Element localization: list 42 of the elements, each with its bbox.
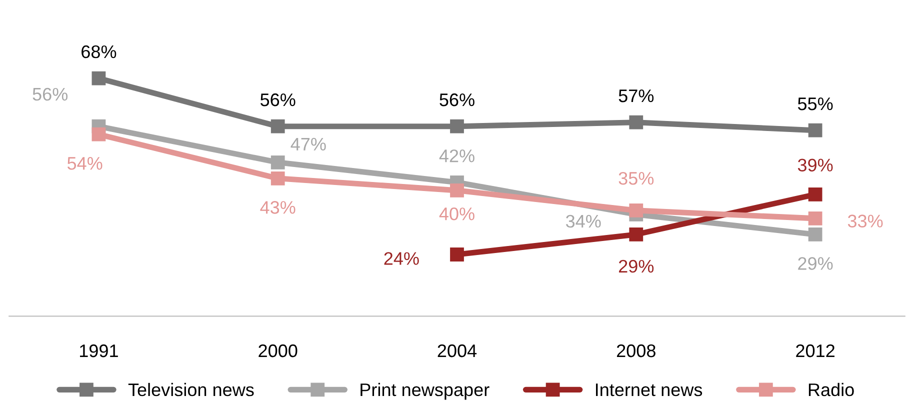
legend-label: Television news [128,382,254,396]
point [629,204,644,218]
point [808,212,822,226]
data-label: 40% [439,207,474,220]
point [808,228,822,242]
data-label: 68% [82,45,116,58]
point [450,183,464,198]
point [629,228,644,242]
point [450,119,464,134]
data-label: 43% [260,201,296,214]
legend-label: Print newspaper [360,382,490,400]
data-label: 42% [439,149,474,162]
x-tick-label: 2012 [796,344,834,358]
data-label: 29% [618,260,654,273]
data-label: 24% [384,252,419,265]
legend-label: Internet news [596,384,702,396]
data-label: 57% [618,89,654,102]
point [270,119,285,134]
data-label: 56% [32,88,68,101]
point [92,127,106,142]
data-label: 56% [260,93,296,106]
data-label: 29% [798,257,833,270]
point [450,248,464,262]
data-label: 56% [440,93,474,106]
data-label: 55% [798,98,833,110]
x-tick-label: 2000 [258,344,298,358]
point [808,123,822,138]
point [629,115,644,130]
data-label: 33% [848,214,883,228]
point [92,71,106,86]
point [808,187,822,202]
point [270,155,285,170]
data-label: 34% [566,214,601,228]
legend-label: Radio [808,382,854,396]
x-tick-label: 2004 [438,344,477,358]
point [270,171,285,186]
data-label: 39% [798,158,833,172]
x-tick-label: 1991 [80,344,118,358]
x-tick-label: 2008 [616,344,656,358]
data-label: 54% [67,157,102,170]
data-label: 47% [290,138,326,151]
data-label: 35% [618,172,654,185]
